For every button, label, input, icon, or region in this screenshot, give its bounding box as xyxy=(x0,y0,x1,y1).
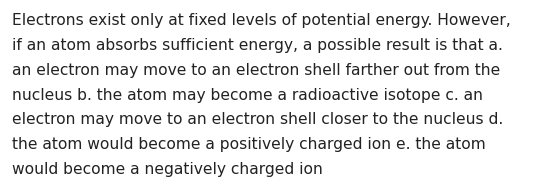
Text: an electron may move to an electron shell farther out from the: an electron may move to an electron shel… xyxy=(12,63,501,78)
Text: electron may move to an electron shell closer to the nucleus d.: electron may move to an electron shell c… xyxy=(12,112,503,127)
Text: would become a negatively charged ion: would become a negatively charged ion xyxy=(12,162,323,177)
Text: the atom would become a positively charged ion e. the atom: the atom would become a positively charg… xyxy=(12,137,486,152)
Text: Electrons exist only at fixed levels of potential energy. However,: Electrons exist only at fixed levels of … xyxy=(12,13,511,28)
Text: nucleus b. the atom may become a radioactive isotope c. an: nucleus b. the atom may become a radioac… xyxy=(12,88,483,103)
Text: if an atom absorbs sufficient energy, a possible result is that a.: if an atom absorbs sufficient energy, a … xyxy=(12,38,503,53)
